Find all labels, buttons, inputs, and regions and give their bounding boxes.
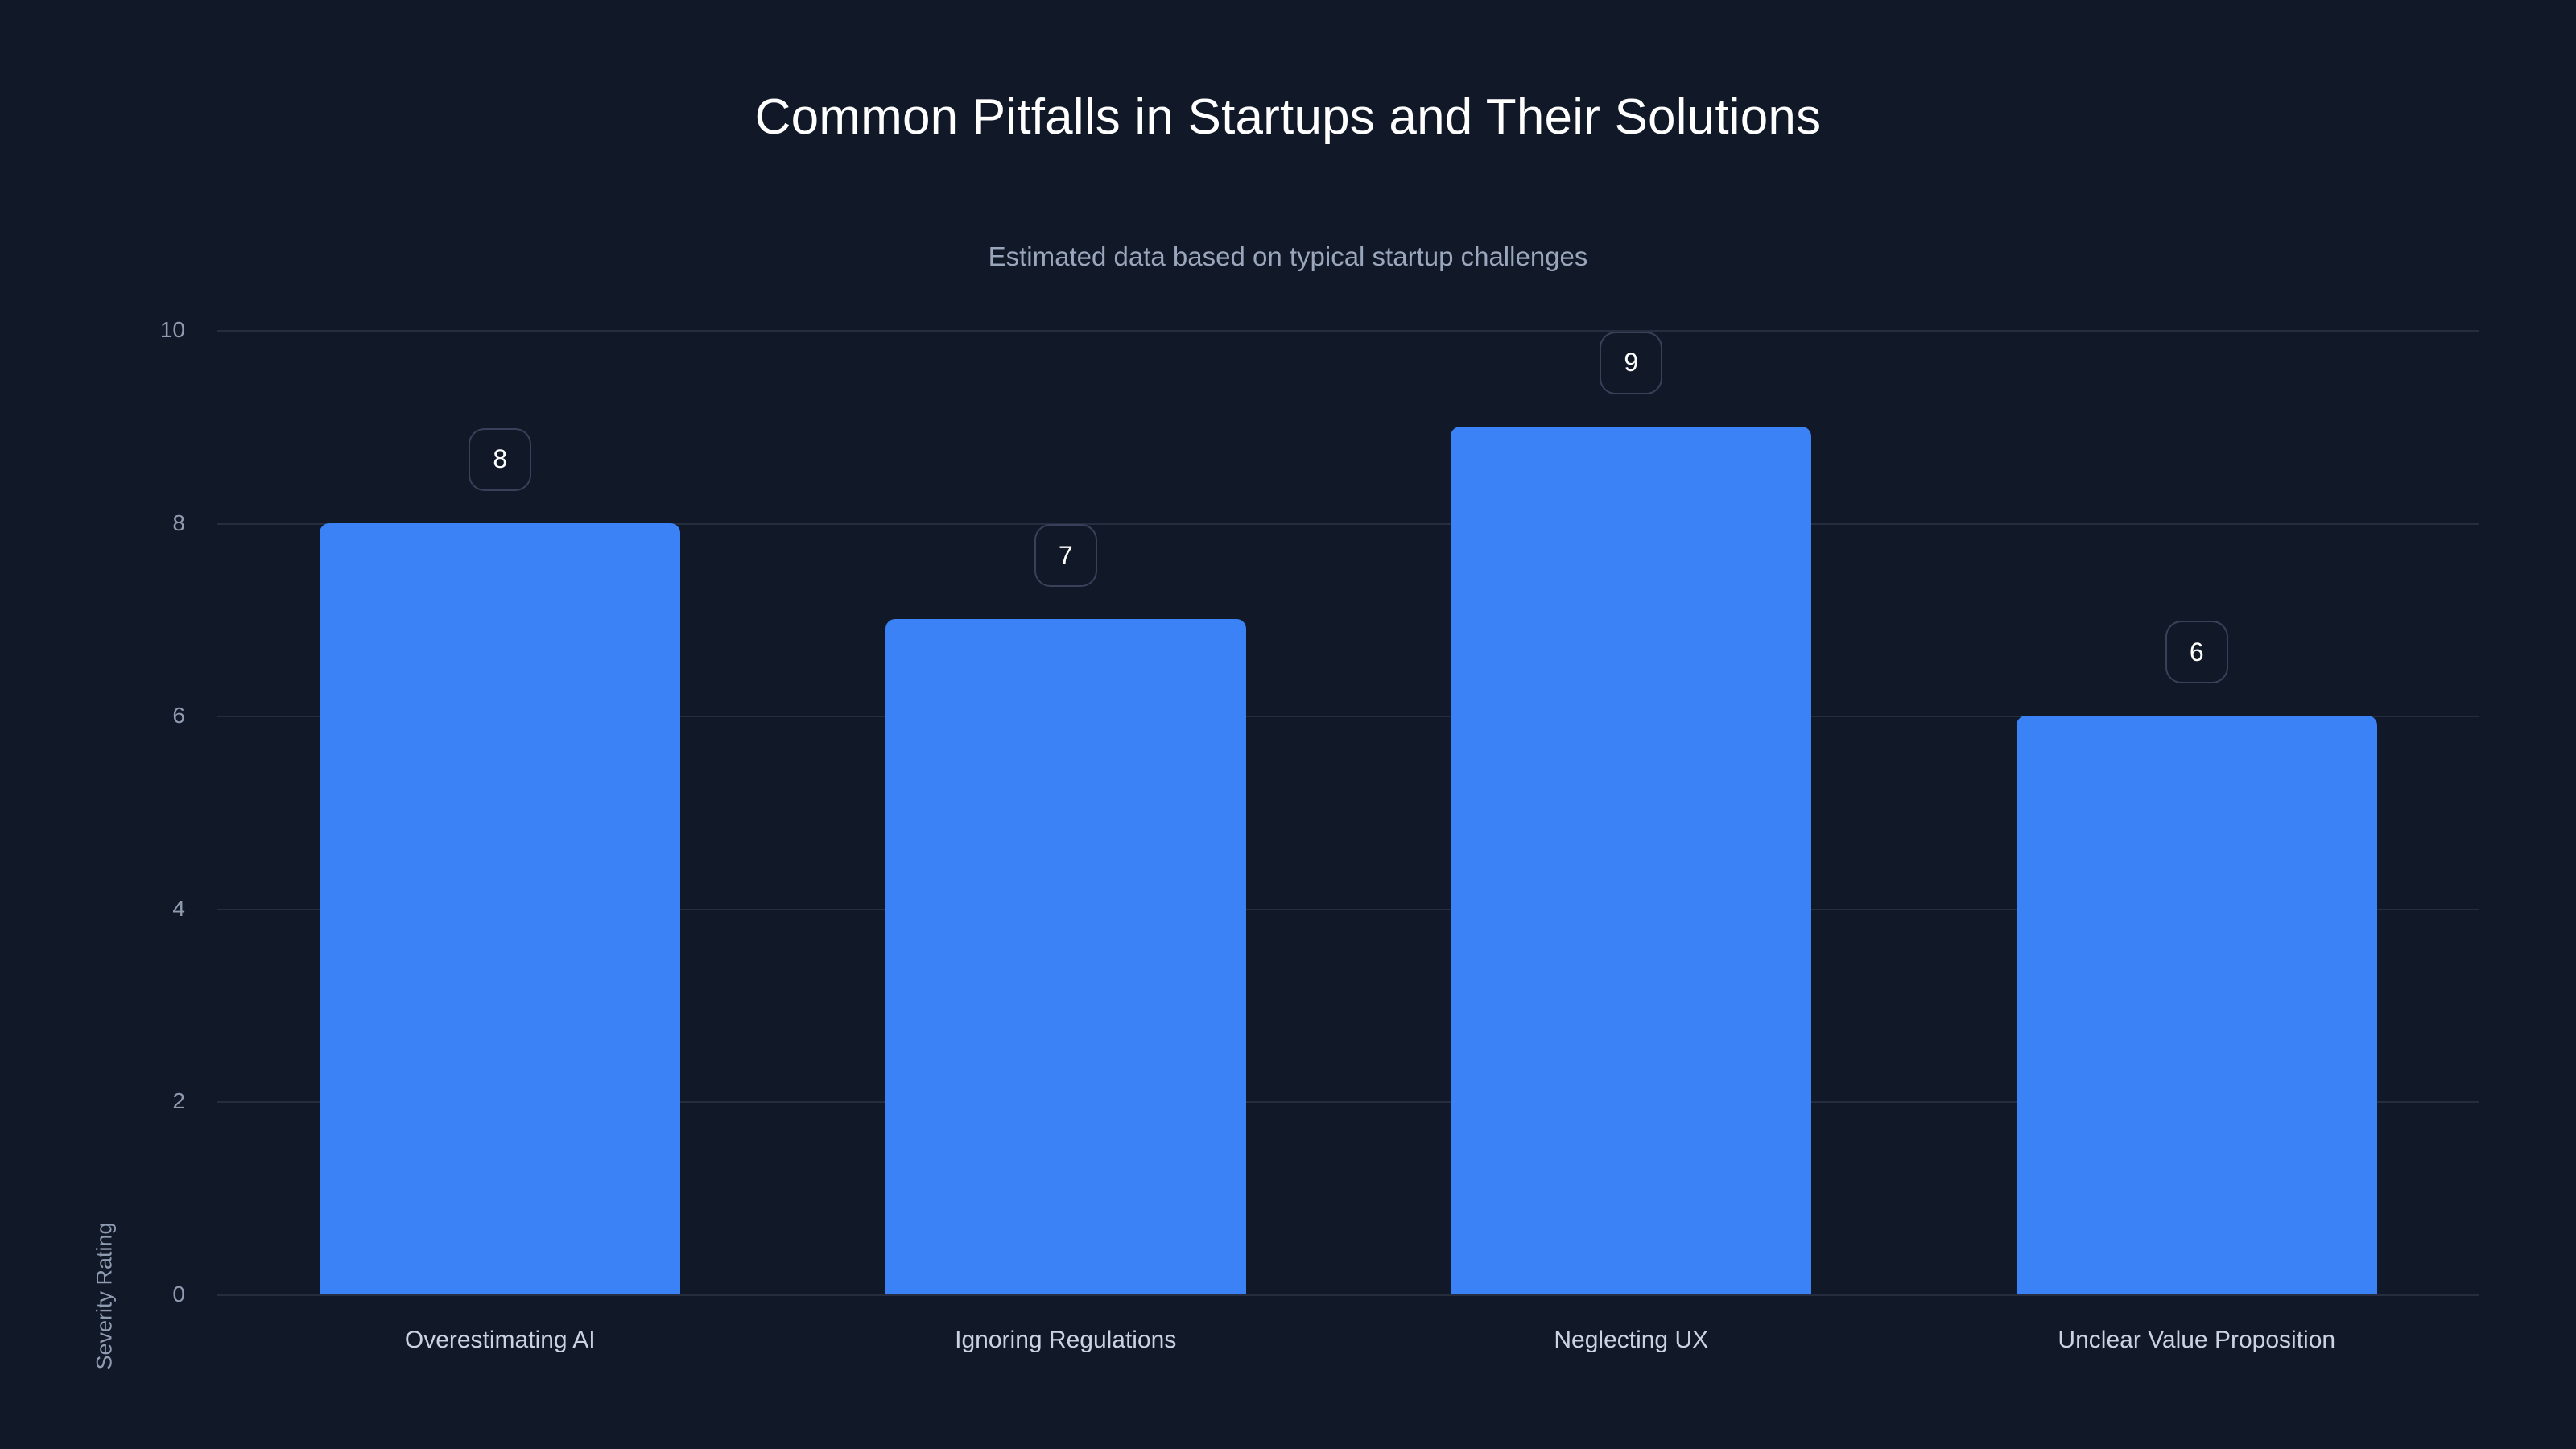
gridline bbox=[217, 908, 2479, 910]
y-axis-tick-label: 10 bbox=[159, 317, 185, 342]
gridline bbox=[217, 1294, 2479, 1296]
gridline bbox=[217, 716, 2479, 718]
plot-area bbox=[217, 330, 2479, 1296]
bar-2[interactable] bbox=[1451, 426, 1812, 1294]
x-axis-category-label: Overestimating AI bbox=[404, 1327, 596, 1353]
bar-value-badge: 6 bbox=[2165, 621, 2228, 684]
bar-value-badge: 9 bbox=[1600, 331, 1663, 394]
bar-value-badge: 8 bbox=[469, 427, 532, 491]
page-title: Common Pitfalls in Startups and Their So… bbox=[754, 89, 1822, 145]
y-axis-tick-label: 4 bbox=[172, 895, 185, 921]
gridline bbox=[217, 1101, 2479, 1104]
y-axis-tick-label: 2 bbox=[172, 1088, 185, 1114]
y-axis-tick-label: 0 bbox=[172, 1282, 185, 1307]
gridline bbox=[217, 522, 2479, 525]
y-axis-title: Severity Rating bbox=[92, 1222, 117, 1370]
y-axis-tick-label: 6 bbox=[172, 703, 185, 729]
x-axis-category-label: Unclear Value Proposition bbox=[2058, 1327, 2336, 1353]
x-axis-category-label: Ignoring Regulations bbox=[955, 1327, 1177, 1353]
chart-subtitle: Estimated data based on typical startup … bbox=[988, 242, 1588, 271]
bar-0[interactable] bbox=[320, 522, 681, 1294]
bar-value-badge: 7 bbox=[1034, 524, 1097, 588]
bar-1[interactable] bbox=[885, 619, 1246, 1294]
gridline bbox=[217, 330, 2479, 332]
x-axis-category-label: Neglecting UX bbox=[1554, 1327, 1709, 1353]
y-axis-tick-label: 8 bbox=[172, 510, 185, 535]
bar-3[interactable] bbox=[2016, 716, 2377, 1294]
